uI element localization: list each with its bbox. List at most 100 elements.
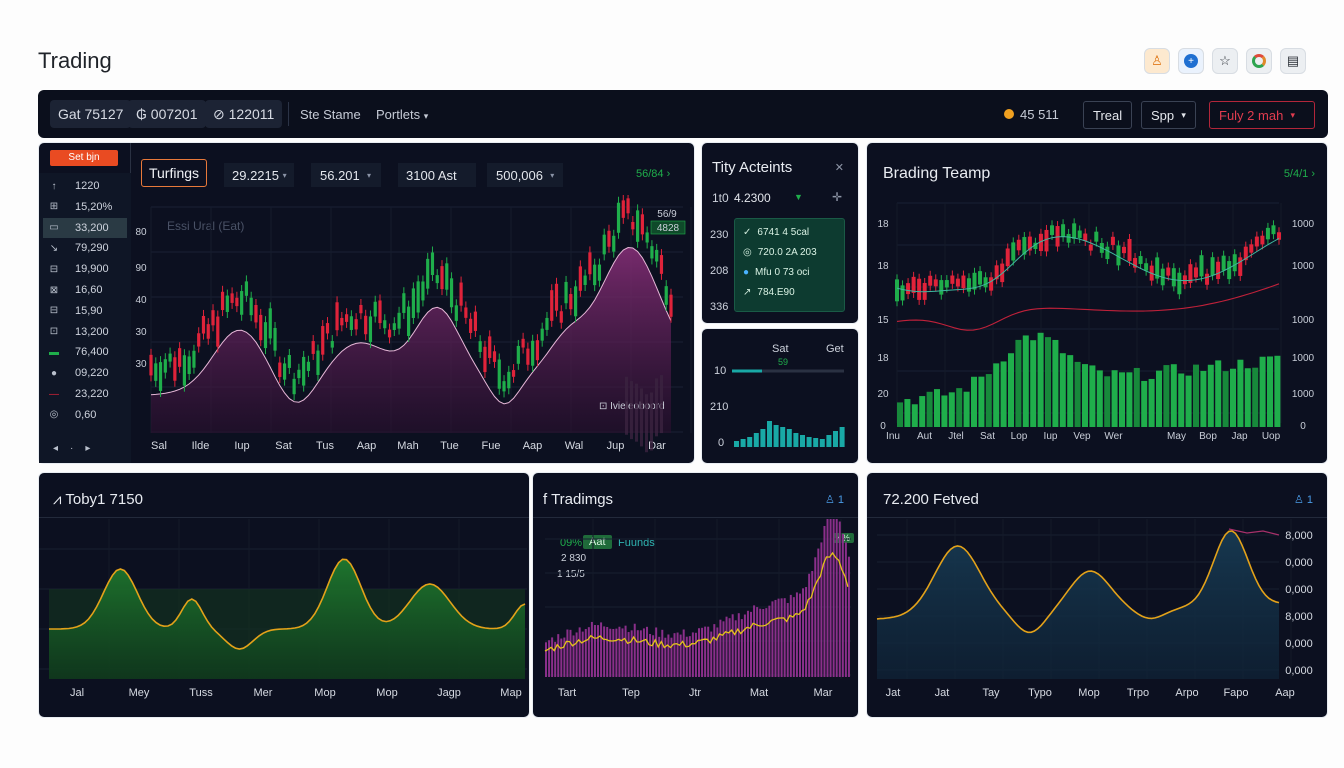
bottom-mid-corner[interactable]: ♙ 1 bbox=[824, 494, 844, 506]
volume-bar bbox=[606, 626, 609, 677]
plus-icon[interactable]: + bbox=[1178, 48, 1204, 74]
star-icon[interactable]: ☆ bbox=[1212, 48, 1238, 74]
treal-button[interactable]: Treal bbox=[1083, 101, 1133, 129]
divider bbox=[533, 517, 858, 518]
candle bbox=[325, 323, 330, 334]
candle bbox=[278, 362, 282, 377]
area-chart-green[interactable]: Jal Mey Tuss Mer Mop Mop Jagp Map bbox=[39, 519, 529, 717]
sidebar-item[interactable]: ⊠ 16,60 bbox=[43, 280, 127, 300]
candle bbox=[1260, 235, 1265, 245]
volume-bar bbox=[823, 525, 826, 677]
toolbar-chip-1[interactable]: Gat 75127 bbox=[50, 100, 132, 128]
x-tick-label: Tus bbox=[316, 440, 334, 452]
candle bbox=[1016, 239, 1021, 251]
volume-bar bbox=[630, 630, 633, 677]
y-tick-label: 0 bbox=[1300, 421, 1306, 432]
sidebar-item[interactable]: ⊞ 15,20% bbox=[43, 197, 127, 217]
sidebar-item[interactable]: ▬ 76,400 bbox=[43, 342, 127, 362]
activity-item-text: Mfu 0 73 oci bbox=[755, 267, 810, 278]
volume-bar bbox=[734, 620, 737, 677]
x-tick-label: Mop bbox=[314, 687, 335, 699]
volume-bar bbox=[1200, 370, 1207, 427]
candle bbox=[1188, 264, 1193, 283]
x-tick-label: Jup bbox=[607, 440, 625, 452]
red-curve bbox=[896, 283, 1280, 331]
volume-bar bbox=[1052, 339, 1059, 427]
volume-bar bbox=[597, 625, 600, 677]
volume-bar bbox=[926, 391, 933, 427]
sidebar-item[interactable]: — 23,220 bbox=[43, 384, 127, 404]
volume-bar bbox=[800, 435, 805, 447]
tab-turfings[interactable]: Turfings bbox=[141, 159, 207, 187]
document-icon[interactable]: ▤ bbox=[1280, 48, 1306, 74]
toolbar-link-portlets[interactable]: Portlets ▾ bbox=[376, 107, 429, 122]
selector-3[interactable]: 3100 Ast bbox=[398, 163, 476, 187]
selector-1[interactable]: 29.2215 ▾ bbox=[224, 163, 294, 187]
volume-bar bbox=[658, 636, 661, 677]
crosshair-icon[interactable]: ✛ bbox=[832, 190, 843, 204]
candle bbox=[1193, 267, 1198, 278]
activity-row-label: 1t0 bbox=[712, 191, 729, 205]
sidebar-item-value: 15,90 bbox=[75, 304, 103, 317]
activity-item[interactable]: ↗ 784.E90 bbox=[743, 287, 795, 298]
sidebar-item[interactable]: ● 09,220 bbox=[43, 363, 127, 383]
toolbar-divider bbox=[288, 102, 289, 126]
candle bbox=[392, 323, 396, 331]
purple-bar-chart[interactable]: Tart Tep Jtr Mat Mar bbox=[533, 519, 858, 717]
activity-item[interactable]: ● Mfu 0 73 oci bbox=[743, 267, 810, 278]
activity-item[interactable]: ◎ 720.0 2A 203 bbox=[743, 247, 817, 258]
toolbar-link-site[interactable]: Ste Stame bbox=[300, 107, 361, 122]
user-icon[interactable]: ♙ bbox=[1144, 48, 1170, 74]
spp-select[interactable]: Spp ▾ bbox=[1141, 101, 1196, 129]
x-tick-label: Tart bbox=[558, 687, 576, 699]
sidebar-item[interactable]: ↑ 1220 bbox=[43, 176, 127, 196]
candle bbox=[1005, 248, 1010, 267]
y-tick-label: 20 bbox=[877, 389, 889, 400]
activity-tick: 230 bbox=[710, 229, 729, 241]
volume-bar bbox=[584, 628, 587, 677]
sidebar-item[interactable]: ▭ 33,200 bbox=[43, 217, 127, 238]
sidebar-item[interactable]: ↘ 79,290 bbox=[43, 238, 127, 258]
sidebar-item[interactable]: ⊟ 19,900 bbox=[43, 259, 127, 279]
volume-bar bbox=[780, 427, 786, 447]
volume-bar bbox=[767, 421, 772, 447]
divider bbox=[867, 517, 1327, 518]
sidebar-badge[interactable]: Set bjn bbox=[50, 150, 118, 166]
candle bbox=[1011, 242, 1016, 261]
volume-bar-chart[interactable] bbox=[732, 365, 852, 449]
candle bbox=[1243, 246, 1248, 261]
volume-bar bbox=[740, 619, 743, 677]
chrome-icon[interactable] bbox=[1246, 48, 1272, 74]
toolbar-chip-2[interactable]: ₲ 007201 bbox=[128, 100, 206, 128]
candle bbox=[373, 301, 377, 317]
sidebar-item[interactable]: ⊟ 15,90 bbox=[43, 301, 127, 321]
candle bbox=[254, 305, 258, 323]
volume-bar bbox=[645, 394, 648, 453]
sidebar-item[interactable]: ⊡ 13,200 bbox=[43, 322, 127, 342]
selector-2[interactable]: 56.201 ▾ bbox=[311, 163, 381, 187]
candle bbox=[354, 319, 358, 330]
trading-temp-corner[interactable]: 5/4/1 › bbox=[1283, 168, 1315, 180]
candle bbox=[349, 316, 353, 330]
x-tick-label: Wer bbox=[1104, 431, 1123, 442]
toolbar-chip-3[interactable]: ⊘ 122011 bbox=[205, 100, 283, 128]
sidebar-item-icon: ⊡ bbox=[49, 326, 59, 338]
sidebar-nav[interactable]: ◂·▸ bbox=[53, 443, 103, 454]
close-icon[interactable]: ✕ bbox=[834, 162, 844, 174]
candle bbox=[1022, 237, 1027, 255]
y-tick-label: 18 bbox=[877, 219, 889, 230]
activity-item[interactable]: ✓ 6741 4 5cal bbox=[743, 227, 809, 238]
volume-bar bbox=[1156, 370, 1162, 427]
x-tick-label: Tay bbox=[982, 687, 1000, 699]
bottom-right-corner[interactable]: ♙ 1 bbox=[1293, 494, 1313, 506]
area-chart-blue[interactable]: 8,000 0,000 0,000 8,000 0,000 0,000 Jat Jat Tay T… bbox=[867, 519, 1327, 717]
x-tick-label: Vep bbox=[1073, 431, 1091, 442]
sidebar-item[interactable]: ◎ 0,60 bbox=[43, 405, 127, 425]
period-select[interactable]: Fuly 2 mah ▾ bbox=[1209, 101, 1315, 129]
selector-4[interactable]: 500,006 ▾ bbox=[487, 163, 563, 187]
volume-bar bbox=[978, 376, 985, 427]
volume-bar bbox=[642, 628, 645, 677]
main-chart-corner[interactable]: 56/84 › bbox=[636, 168, 671, 180]
candlestick-chart[interactable]: 80 90 40 30 30 Sal Ilde Iup Sat Tus Aap Mah Tue Fue Aa… bbox=[131, 195, 693, 463]
